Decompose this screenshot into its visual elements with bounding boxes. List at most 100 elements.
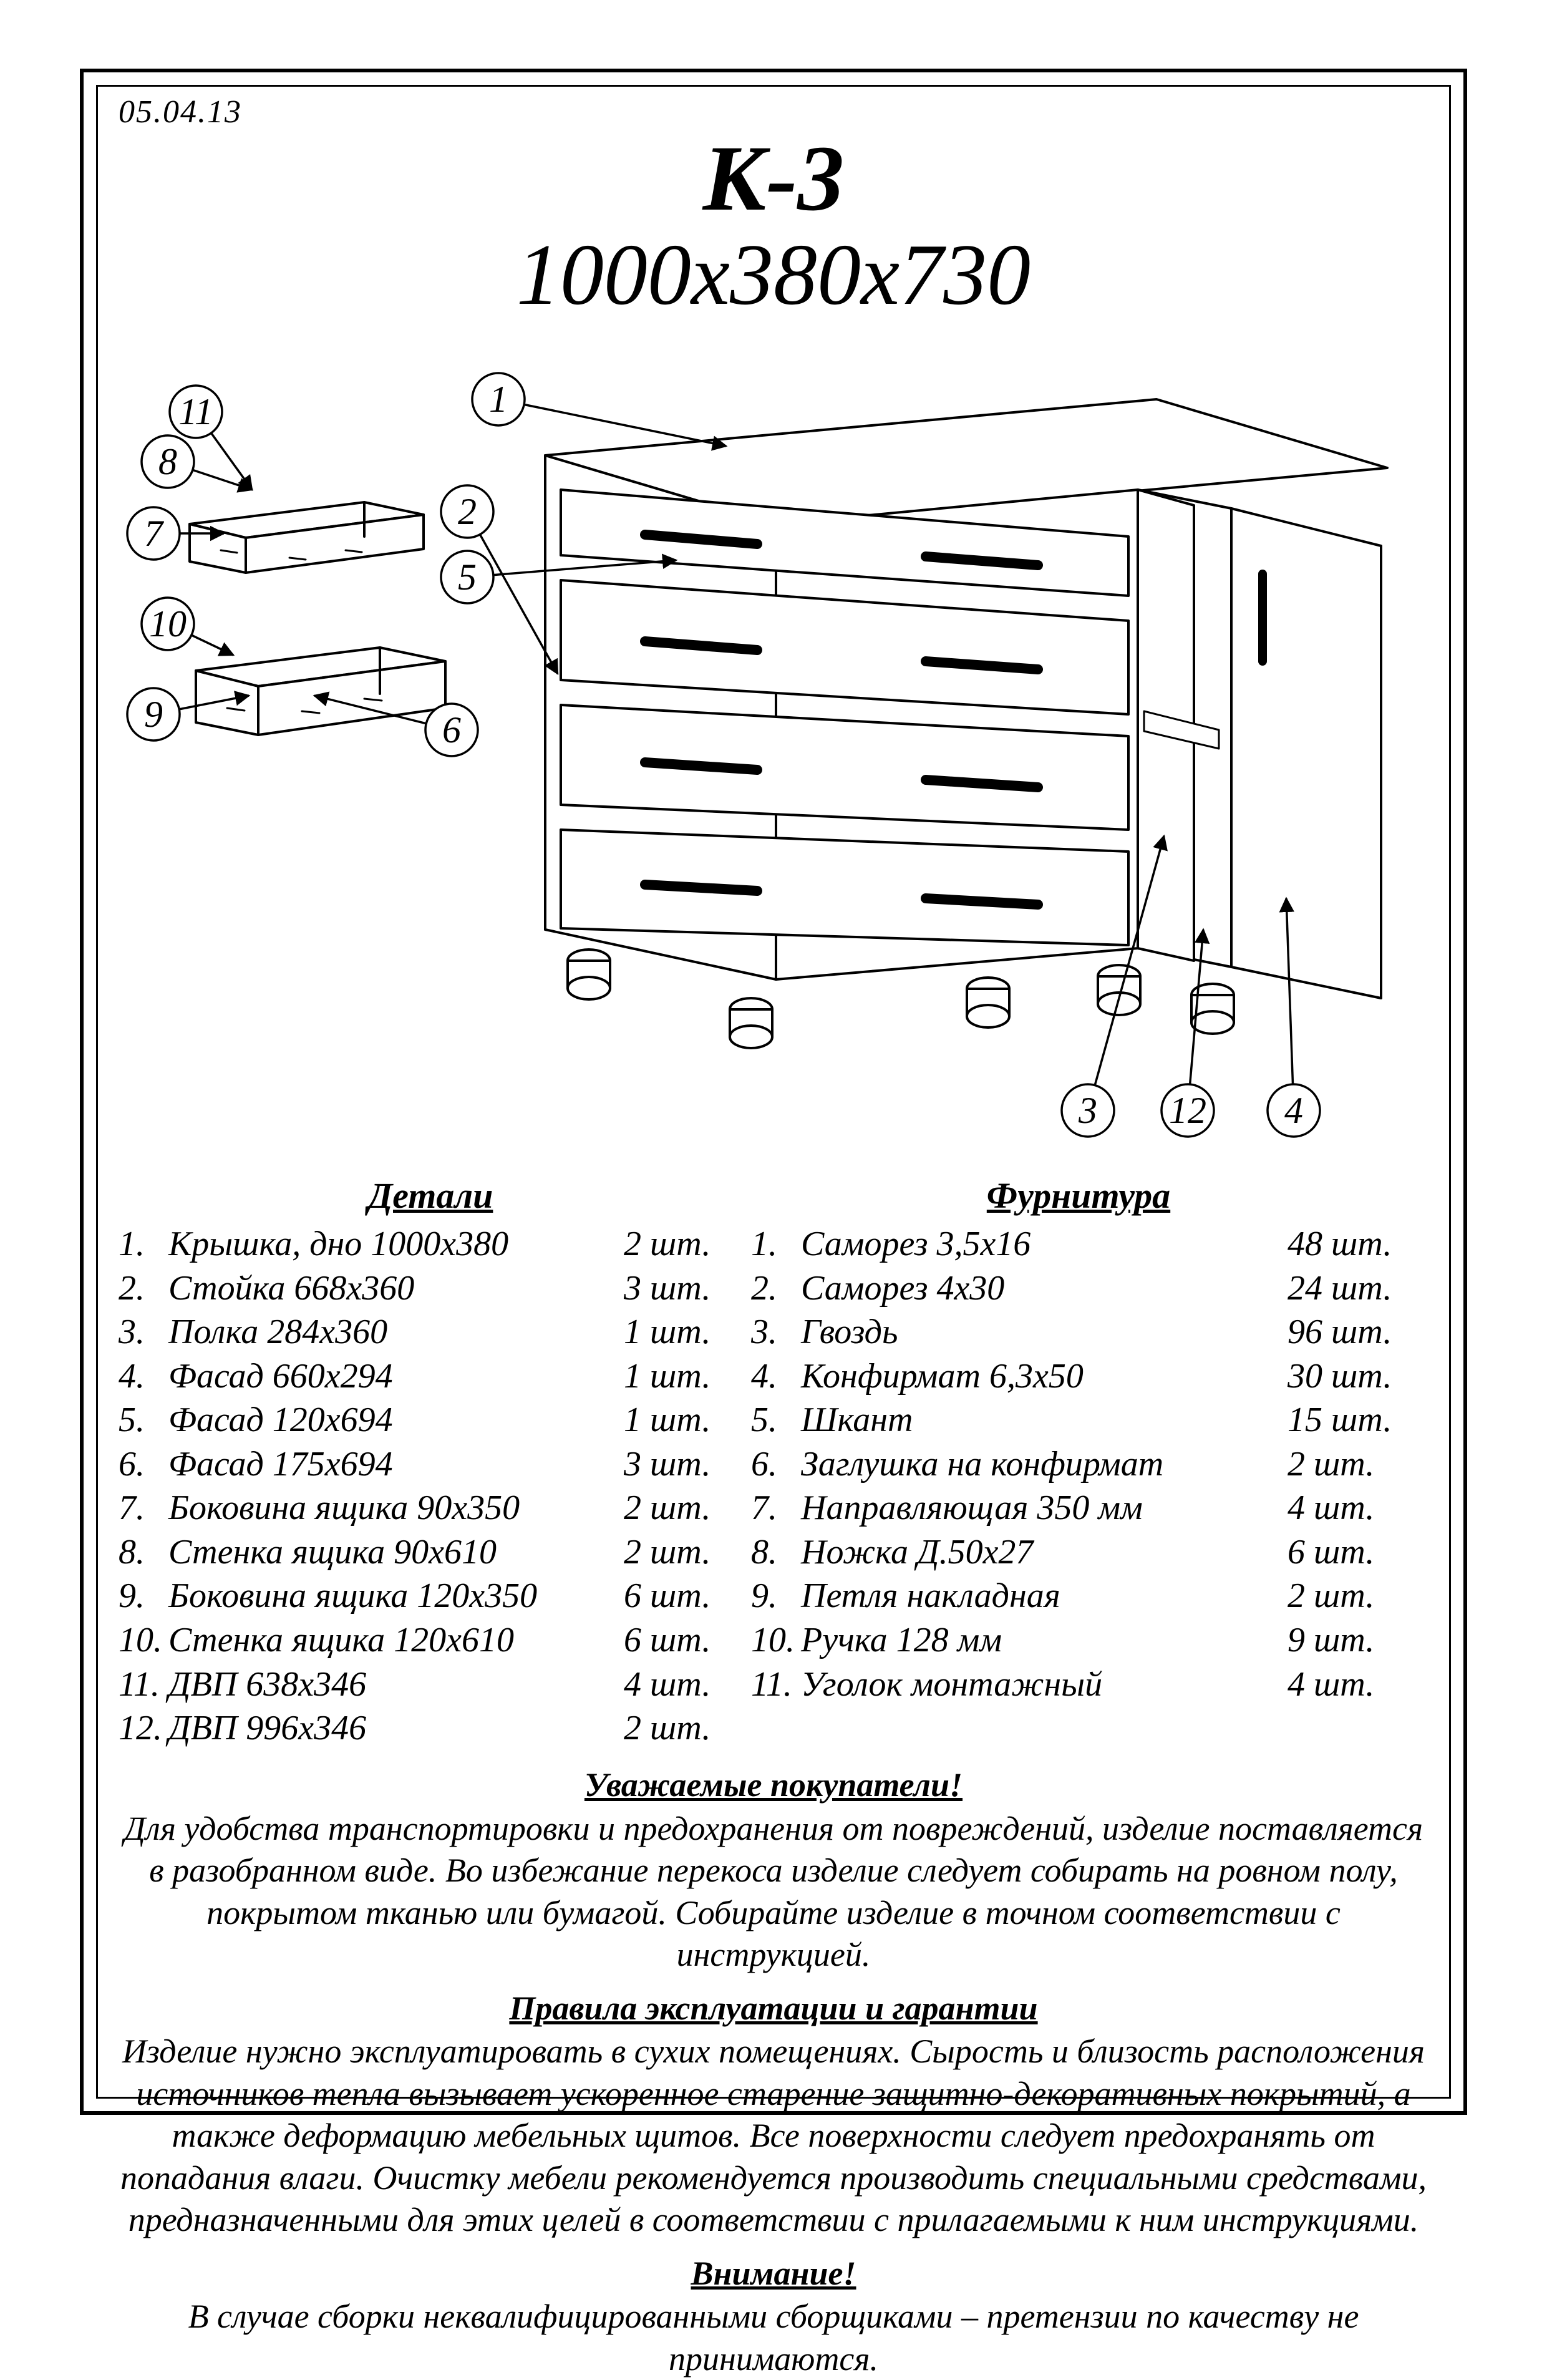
item-text: Стойка 668х360 (168, 1266, 624, 1311)
item-qty: 2 шт. (1288, 1574, 1406, 1618)
list-item: 6.Заглушка на конфирмат2 шт. (751, 1442, 1406, 1487)
item-number: 2. (119, 1266, 168, 1311)
list-item: 10.Ручка 128 мм9 шт. (751, 1618, 1406, 1663)
list-item: 1.Крышка, дно 1000х3802 шт. (119, 1222, 742, 1266)
item-text: Полка 284х360 (168, 1310, 624, 1354)
item-number: 8. (119, 1530, 168, 1575)
list-item: 8.Ножка Д.50х276 шт. (751, 1530, 1406, 1575)
item-number: 11. (119, 1663, 168, 1707)
item-number: 5. (119, 1398, 168, 1442)
item-text: Ручка 128 мм (801, 1618, 1288, 1663)
item-number: 1. (119, 1222, 168, 1266)
item-qty: 6 шт. (1288, 1530, 1406, 1575)
item-qty: 2 шт. (624, 1222, 742, 1266)
item-qty: 1 шт. (624, 1398, 742, 1442)
callout-number: 9 (144, 694, 163, 735)
item-text: Крышка, дно 1000х380 (168, 1222, 624, 1266)
callout-leader (498, 399, 726, 446)
item-text: Боковина ящика 120х350 (168, 1574, 624, 1618)
item-qty: 96 шт. (1288, 1310, 1406, 1354)
list-item: 9.Петля накладная2 шт. (751, 1574, 1406, 1618)
callout-number: 12 (1169, 1090, 1206, 1131)
callout-number: 10 (149, 603, 187, 644)
item-number: 9. (751, 1574, 801, 1618)
callout-number: 2 (458, 491, 477, 532)
item-number: 9. (119, 1574, 168, 1618)
callout-number: 8 (158, 441, 177, 482)
item-text: Саморез 4х30 (801, 1266, 1288, 1311)
callout-number: 1 (489, 379, 508, 420)
item-qty: 1 шт. (624, 1310, 742, 1354)
list-item: 7.Боковина ящика 90х3502 шт. (119, 1486, 742, 1530)
item-number: 12. (119, 1706, 168, 1751)
item-text: Боковина ящика 90х350 (168, 1486, 624, 1530)
parts-column: Детали 1.Крышка, дно 1000х3802 шт.2.Стой… (119, 1173, 742, 1751)
parts-title: Детали (119, 1173, 742, 1218)
item-qty: 48 шт. (1288, 1222, 1406, 1266)
list-item: 5.Шкант15 шт. (751, 1398, 1406, 1442)
item-qty: 2 шт. (624, 1486, 742, 1530)
list-item: 3.Полка 284х3601 шт. (119, 1310, 742, 1354)
list-item: 4.Фасад 660х2941 шт. (119, 1354, 742, 1399)
item-text: Петля накладная (801, 1574, 1288, 1618)
item-number: 10. (119, 1618, 168, 1663)
list-item: 11.ДВП 638х3464 шт. (119, 1663, 742, 1707)
notes-block: Уважаемые покупатели! Для удобства транс… (119, 1753, 1428, 2380)
item-qty: 6 шт. (624, 1618, 742, 1663)
item-number: 8. (751, 1530, 801, 1575)
item-qty: 4 шт. (1288, 1663, 1406, 1707)
item-text: Саморез 3,5х16 (801, 1222, 1288, 1266)
item-qty: 3 шт. (624, 1442, 742, 1487)
item-qty: 6 шт. (624, 1574, 742, 1618)
item-number: 2. (751, 1266, 801, 1311)
model-title: К-3 (0, 125, 1547, 232)
item-number: 4. (119, 1354, 168, 1399)
item-text: Шкант (801, 1398, 1288, 1442)
notes-heading-1: Уважаемые покупатели! (119, 1764, 1428, 1807)
parts-lists: Детали 1.Крышка, дно 1000х3802 шт.2.Стой… (119, 1173, 1428, 1751)
item-text: Гвоздь (801, 1310, 1288, 1354)
list-item: 5.Фасад 120х6941 шт. (119, 1398, 742, 1442)
item-qty: 4 шт. (624, 1663, 742, 1707)
item-text: Стенка ящика 90х610 (168, 1530, 624, 1575)
hardware-column: Фурнитура 1.Саморез 3,5х1648 шт.2.Саморе… (751, 1173, 1406, 1706)
callout-number: 4 (1284, 1090, 1303, 1131)
item-number: 7. (751, 1486, 801, 1530)
list-item: 8.Стенка ящика 90х6102 шт. (119, 1530, 742, 1575)
item-qty: 2 шт. (624, 1530, 742, 1575)
item-qty: 2 шт. (624, 1706, 742, 1751)
item-qty: 2 шт. (1288, 1442, 1406, 1487)
callout-number: 11 (178, 391, 213, 432)
item-qty: 1 шт. (624, 1354, 742, 1399)
notes-paragraph-2: Изделие нужно эксплуатировать в сухих по… (119, 2031, 1428, 2242)
callout-number: 7 (144, 513, 165, 554)
list-item: 12.ДВП 996х3462 шт. (119, 1706, 742, 1751)
list-item: 9.Боковина ящика 120х3506 шт. (119, 1574, 742, 1618)
item-qty: 15 шт. (1288, 1398, 1406, 1442)
list-item: 1.Саморез 3,5х1648 шт. (751, 1222, 1406, 1266)
list-item: 2.Саморез 4х3024 шт. (751, 1266, 1406, 1311)
item-number: 6. (119, 1442, 168, 1487)
item-text: ДВП 996х346 (168, 1706, 624, 1751)
callout-number: 6 (442, 709, 461, 750)
notes-paragraph-1: Для удобства транспортировки и предохран… (119, 1808, 1428, 1976)
item-number: 7. (119, 1486, 168, 1530)
item-number: 5. (751, 1398, 801, 1442)
callout-number: 5 (458, 556, 477, 598)
item-qty: 3 шт. (624, 1266, 742, 1311)
item-qty: 30 шт. (1288, 1354, 1406, 1399)
item-number: 3. (119, 1310, 168, 1354)
item-text: Фасад 120х694 (168, 1398, 624, 1442)
item-number: 10. (751, 1618, 801, 1663)
item-number: 1. (751, 1222, 801, 1266)
item-text: Уголок монтажный (801, 1663, 1288, 1707)
item-number: 4. (751, 1354, 801, 1399)
notes-heading-3: Внимание! (119, 2253, 1428, 2295)
notes-heading-2: Правила эксплуатации и гарантии (119, 1988, 1428, 2030)
item-number: 6. (751, 1442, 801, 1487)
item-qty: 24 шт. (1288, 1266, 1406, 1311)
item-text: ДВП 638х346 (168, 1663, 624, 1707)
item-number: 11. (751, 1663, 801, 1707)
item-text: Фасад 175х694 (168, 1442, 624, 1487)
list-item: 4.Конфирмат 6,3х5030 шт. (751, 1354, 1406, 1399)
